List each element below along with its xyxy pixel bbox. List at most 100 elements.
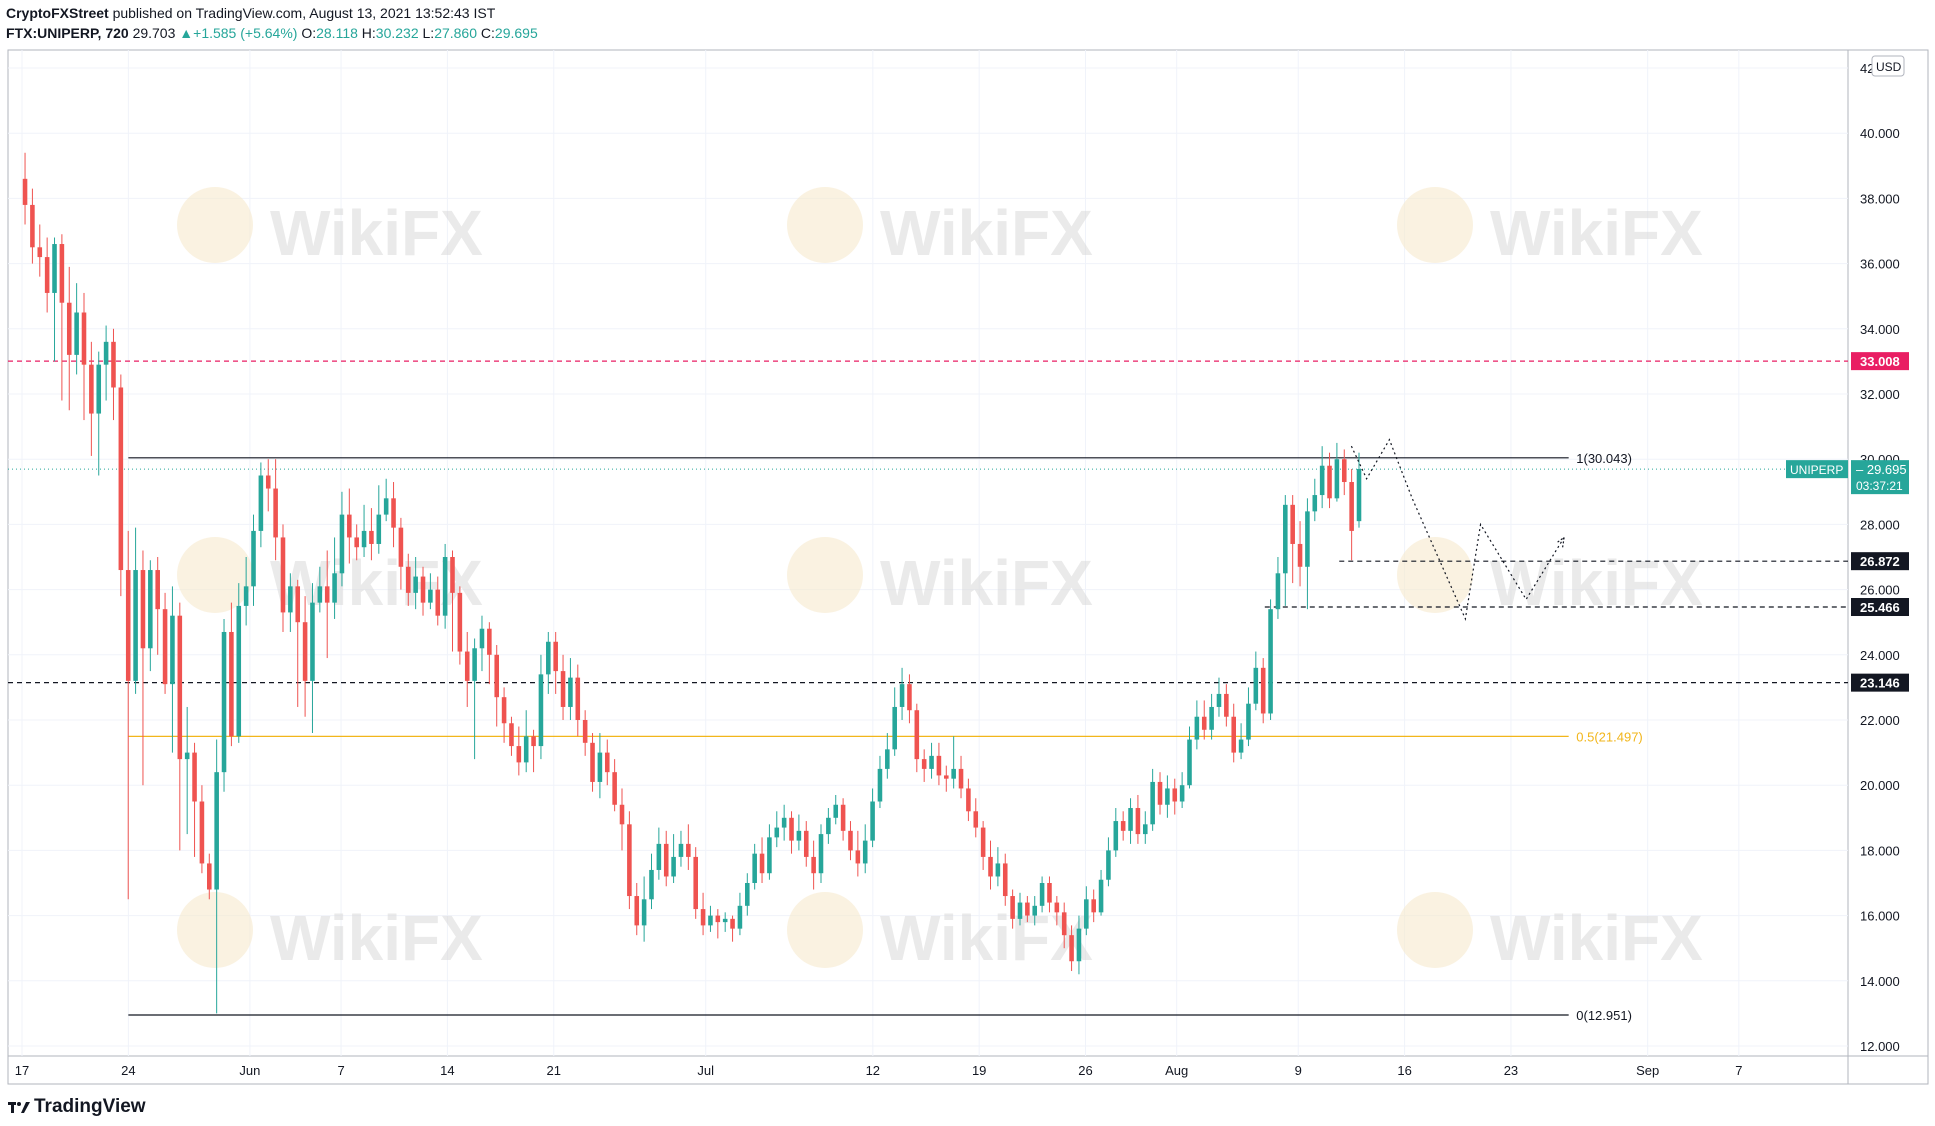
time-tick-label: Aug (1165, 1063, 1188, 1078)
candle-body (1010, 896, 1015, 919)
candle-body (413, 576, 418, 593)
level-badge-bg (1851, 598, 1909, 617)
tradingview-footer: TradingView (8, 1096, 146, 1118)
candle-body (288, 586, 293, 613)
price-tick-label: 22.000 (1860, 713, 1900, 728)
candle-body (885, 749, 890, 769)
candle-body (501, 697, 507, 724)
candle-body (641, 899, 647, 926)
price-tick-label: 24.000 (1860, 648, 1900, 663)
candle-body (1356, 468, 1362, 522)
candle-body (251, 530, 256, 587)
candle-body (870, 801, 875, 841)
candle-body (1319, 465, 1325, 496)
chart-frame (7, 49, 1929, 1085)
open-label: O: (301, 25, 317, 41)
candle-body (1349, 482, 1354, 531)
candle-body (722, 918, 728, 923)
fib-level-label: 0.5(21.497) (1576, 729, 1643, 744)
wikifx-eagle-icon (177, 892, 253, 968)
candle-body (553, 641, 558, 672)
candle-body (1091, 899, 1096, 913)
candle-body (649, 869, 654, 900)
level-badge: 23.146 (1860, 676, 1900, 691)
candle-body (590, 742, 595, 782)
high-label: H: (361, 25, 376, 41)
candle-body (1283, 504, 1288, 574)
candle-body (435, 589, 441, 616)
candle-body (686, 843, 691, 857)
candle-body (1201, 716, 1207, 730)
time-tick-label: Jul (697, 1063, 714, 1078)
close-value: 29.695 (494, 25, 538, 41)
candle-body (155, 570, 160, 610)
candle-body (995, 863, 1001, 877)
level-badge: 25.466 (1860, 600, 1900, 615)
candle-body (693, 856, 698, 910)
candle-body (162, 609, 168, 685)
watermark-text: WikiFX (270, 197, 483, 269)
candle-body (361, 530, 367, 548)
candle-body (221, 631, 227, 773)
price-tick-label: 38.000 (1860, 191, 1900, 206)
time-tick-label: 17 (15, 1063, 29, 1078)
candle-body (1172, 788, 1178, 802)
candle-body (347, 514, 352, 538)
candle-body (1069, 935, 1074, 962)
price-tick-label: 18.000 (1860, 843, 1900, 858)
candle-body (1142, 824, 1148, 835)
candle-body (280, 537, 286, 613)
candle-body (604, 752, 610, 773)
candle-body (1047, 883, 1052, 903)
wikifx-eagle-icon (787, 187, 863, 263)
candle-body (951, 768, 956, 779)
watermark-text: WikiFX (880, 197, 1093, 269)
time-tick-label: 9 (1295, 1063, 1302, 1078)
candle-body (1327, 465, 1332, 499)
candle-body (1032, 905, 1038, 916)
wikifx-eagle-icon (787, 892, 863, 968)
candle-body (30, 204, 35, 248)
candle-body (921, 759, 927, 769)
price-tick-label: 40.000 (1860, 126, 1900, 141)
candle-body (619, 804, 625, 825)
candle-body (1128, 808, 1133, 831)
candle-body (376, 514, 382, 544)
candle-body (317, 586, 323, 603)
candle-body (509, 723, 514, 747)
watermark-text: WikiFX (880, 547, 1093, 619)
time-tick-label: Sep (1636, 1063, 1659, 1078)
candle-body (516, 746, 522, 763)
candle-body (929, 755, 934, 769)
fib-level-label: 0(12.951) (1576, 1008, 1632, 1023)
candle-body (1297, 543, 1303, 567)
candle-body (111, 341, 116, 388)
projected-path-line (1350, 438, 1565, 622)
candle-body (1084, 899, 1089, 929)
candle-body (140, 570, 146, 649)
level-lines: 1(30.043) 0.5(21.497) 0(12.951) (8, 360, 1848, 1023)
candle-body (1025, 902, 1030, 916)
candle-body (1341, 459, 1347, 483)
candle-body (568, 677, 573, 707)
candle-body (789, 817, 794, 841)
candle-body (826, 817, 831, 835)
candle-body (944, 775, 949, 779)
time-axis[interactable]: 17 24 Jun 7 14 21 Jul 12 19 26 Aug 9 16 23 Sep 7 (15, 1063, 1743, 1078)
time-tick-label: 7 (337, 1063, 344, 1078)
candle-body (428, 589, 433, 603)
candle-body (1253, 667, 1259, 704)
candle-body (170, 615, 175, 685)
candle-body (398, 527, 404, 567)
watermark-text: WikiFX (880, 902, 1093, 974)
candle-body (877, 768, 883, 802)
candle-body (66, 302, 72, 355)
wikifx-eagle-icon (1397, 892, 1473, 968)
candle-body (494, 654, 500, 698)
level-badge-bg (1851, 352, 1909, 371)
candle-body (450, 557, 455, 593)
price-tick-label: 12.000 (1860, 1039, 1900, 1054)
time-tick-label: 26 (1078, 1063, 1092, 1078)
time-tick-label: 21 (547, 1063, 561, 1078)
